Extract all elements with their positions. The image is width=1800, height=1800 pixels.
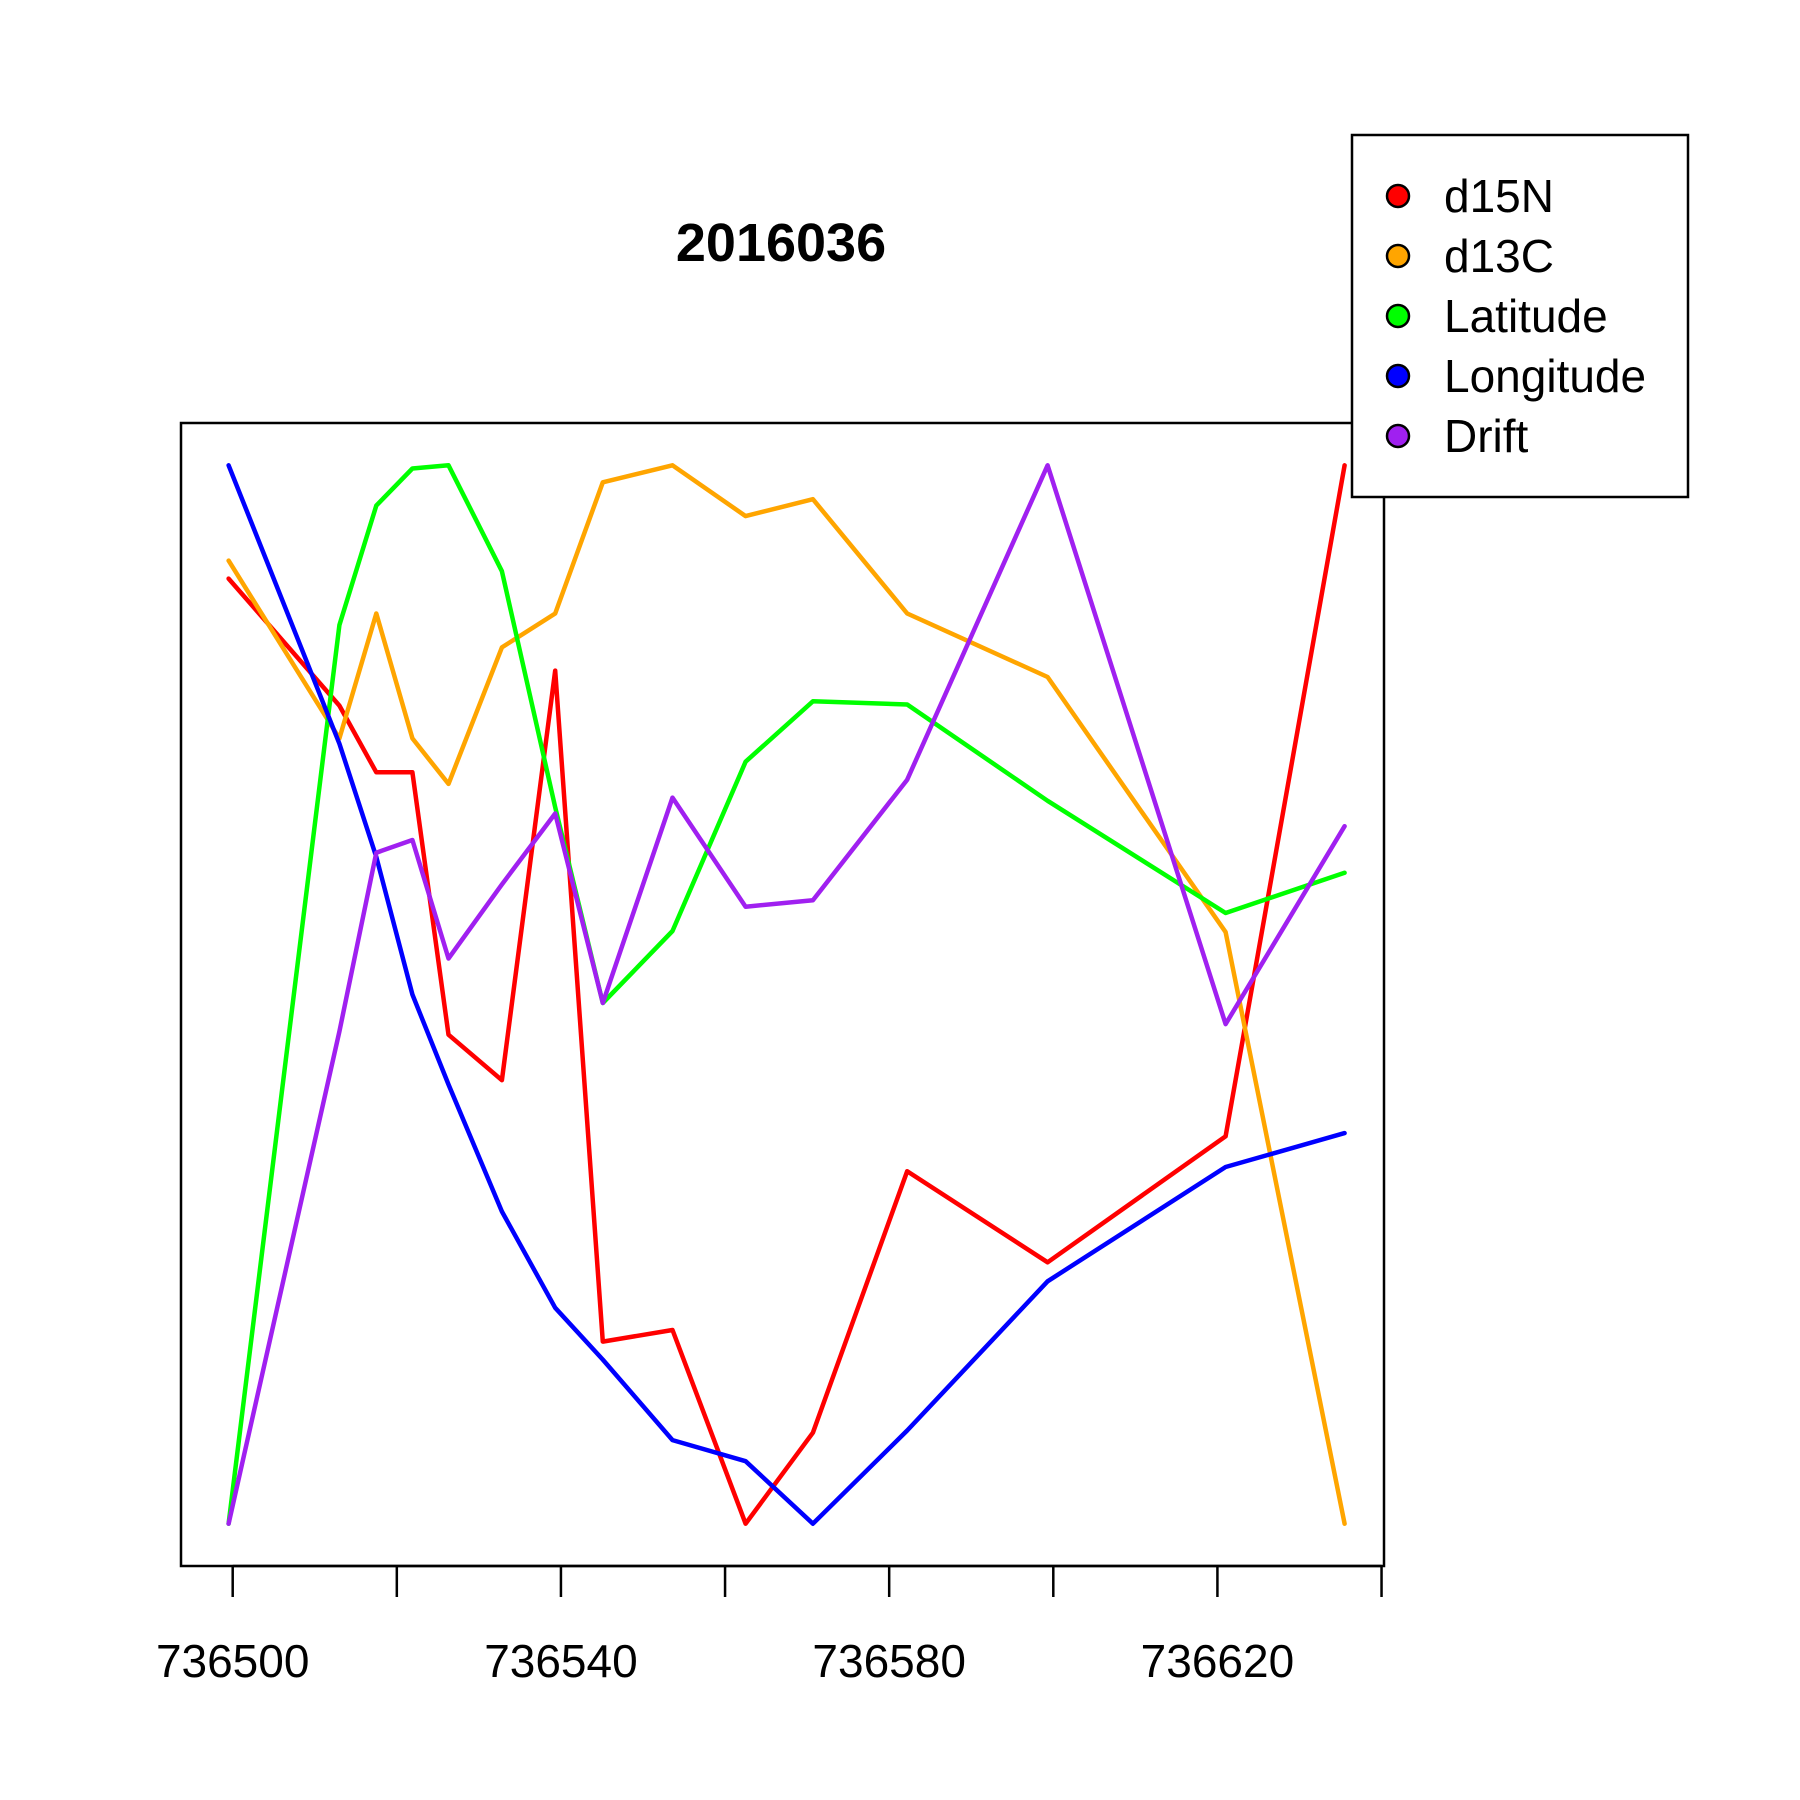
x-tick-label: 736500 — [156, 1635, 310, 1687]
series-line-latitude — [226, 463, 1347, 1526]
series-line-d13c — [226, 463, 1347, 1526]
legend-marker-drift — [1385, 423, 1411, 449]
series-layer — [226, 463, 1347, 1526]
x-axis: 736500 736540 736580 736620 — [156, 1564, 1383, 1687]
legend-marker-d15n — [1385, 183, 1411, 209]
legend-marker-latitude — [1385, 303, 1411, 329]
x-tick-label: 736620 — [1141, 1635, 1295, 1687]
chart-title: 2016036 — [676, 213, 886, 273]
legend-label-d15n: d15N — [1444, 170, 1554, 222]
legend-label-latitude: Latitude — [1444, 290, 1608, 342]
legend: d15N d13C Latitude Longitude Drift — [1350, 133, 1690, 499]
legend-label-longitude: Longitude — [1444, 350, 1646, 402]
legend-marker-longitude — [1385, 363, 1411, 389]
x-tick-label: 736540 — [484, 1635, 638, 1687]
plot-frame — [179, 421, 1386, 1568]
series-line-longitude — [226, 463, 1347, 1526]
legend-label-d13c: d13C — [1444, 230, 1554, 282]
x-tick-label: 736580 — [812, 1635, 966, 1687]
legend-marker-d13c — [1385, 243, 1411, 269]
series-line-drift — [226, 463, 1347, 1526]
legend-label-drift: Drift — [1444, 410, 1529, 462]
series-line-d15n — [226, 463, 1347, 1526]
